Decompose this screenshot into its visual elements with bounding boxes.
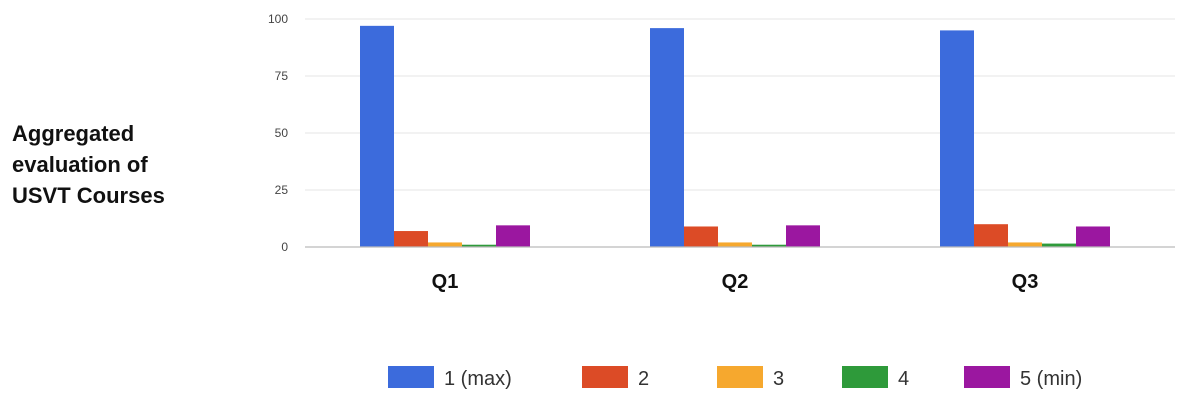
bar bbox=[462, 244, 496, 247]
bar bbox=[1076, 226, 1110, 247]
bar bbox=[786, 225, 820, 247]
y-tick-label: 100 bbox=[268, 12, 288, 26]
side-title-line-2: evaluation of bbox=[12, 152, 148, 177]
y-tick-label: 0 bbox=[281, 240, 288, 254]
legend-item: 3 bbox=[717, 366, 784, 390]
legend-item: 2 bbox=[582, 366, 649, 390]
bar bbox=[650, 28, 684, 248]
legend-label: 2 bbox=[638, 368, 649, 390]
bar bbox=[496, 225, 530, 247]
category-labels: Q1 Q2 Q3 bbox=[432, 271, 1039, 293]
legend-swatch bbox=[582, 366, 628, 388]
bar bbox=[428, 242, 462, 247]
category-label: Q2 bbox=[722, 271, 749, 293]
bar bbox=[394, 231, 428, 247]
y-axis-ticks: 0 25 50 75 100 bbox=[268, 12, 288, 254]
legend-label: 3 bbox=[773, 368, 784, 390]
side-title-line-1: Aggregated bbox=[12, 121, 135, 146]
legend-label: 4 bbox=[898, 368, 909, 390]
legend-label: 1 (max) bbox=[444, 368, 512, 390]
y-tick-label: 75 bbox=[275, 69, 289, 83]
bar bbox=[752, 244, 786, 247]
bar bbox=[718, 242, 752, 247]
category-label: Q3 bbox=[1012, 271, 1039, 293]
legend-swatch bbox=[388, 366, 434, 388]
legend-swatch bbox=[842, 366, 888, 388]
side-title-line-3: USVT Courses bbox=[12, 183, 165, 208]
bar bbox=[360, 25, 394, 248]
bar bbox=[1008, 242, 1042, 247]
legend-swatch bbox=[964, 366, 1010, 388]
y-tick-label: 50 bbox=[275, 126, 289, 140]
legend: 1 (max) 2 3 4 5 (min) bbox=[388, 366, 1082, 390]
legend-item: 1 (max) bbox=[388, 366, 512, 390]
legend-label: 5 (min) bbox=[1020, 368, 1082, 390]
bar bbox=[974, 224, 1008, 247]
category-label: Q1 bbox=[432, 271, 459, 293]
bar bbox=[1042, 243, 1076, 247]
legend-swatch bbox=[717, 366, 763, 388]
legend-item: 4 bbox=[842, 366, 909, 390]
y-tick-label: 25 bbox=[275, 183, 289, 197]
chart-side-title: Aggregated evaluation of USVT Courses bbox=[12, 118, 212, 211]
bar bbox=[684, 226, 718, 247]
bars bbox=[360, 25, 1110, 248]
gridlines bbox=[305, 18, 1175, 191]
bar bbox=[940, 30, 974, 248]
legend-item: 5 (min) bbox=[964, 366, 1082, 390]
